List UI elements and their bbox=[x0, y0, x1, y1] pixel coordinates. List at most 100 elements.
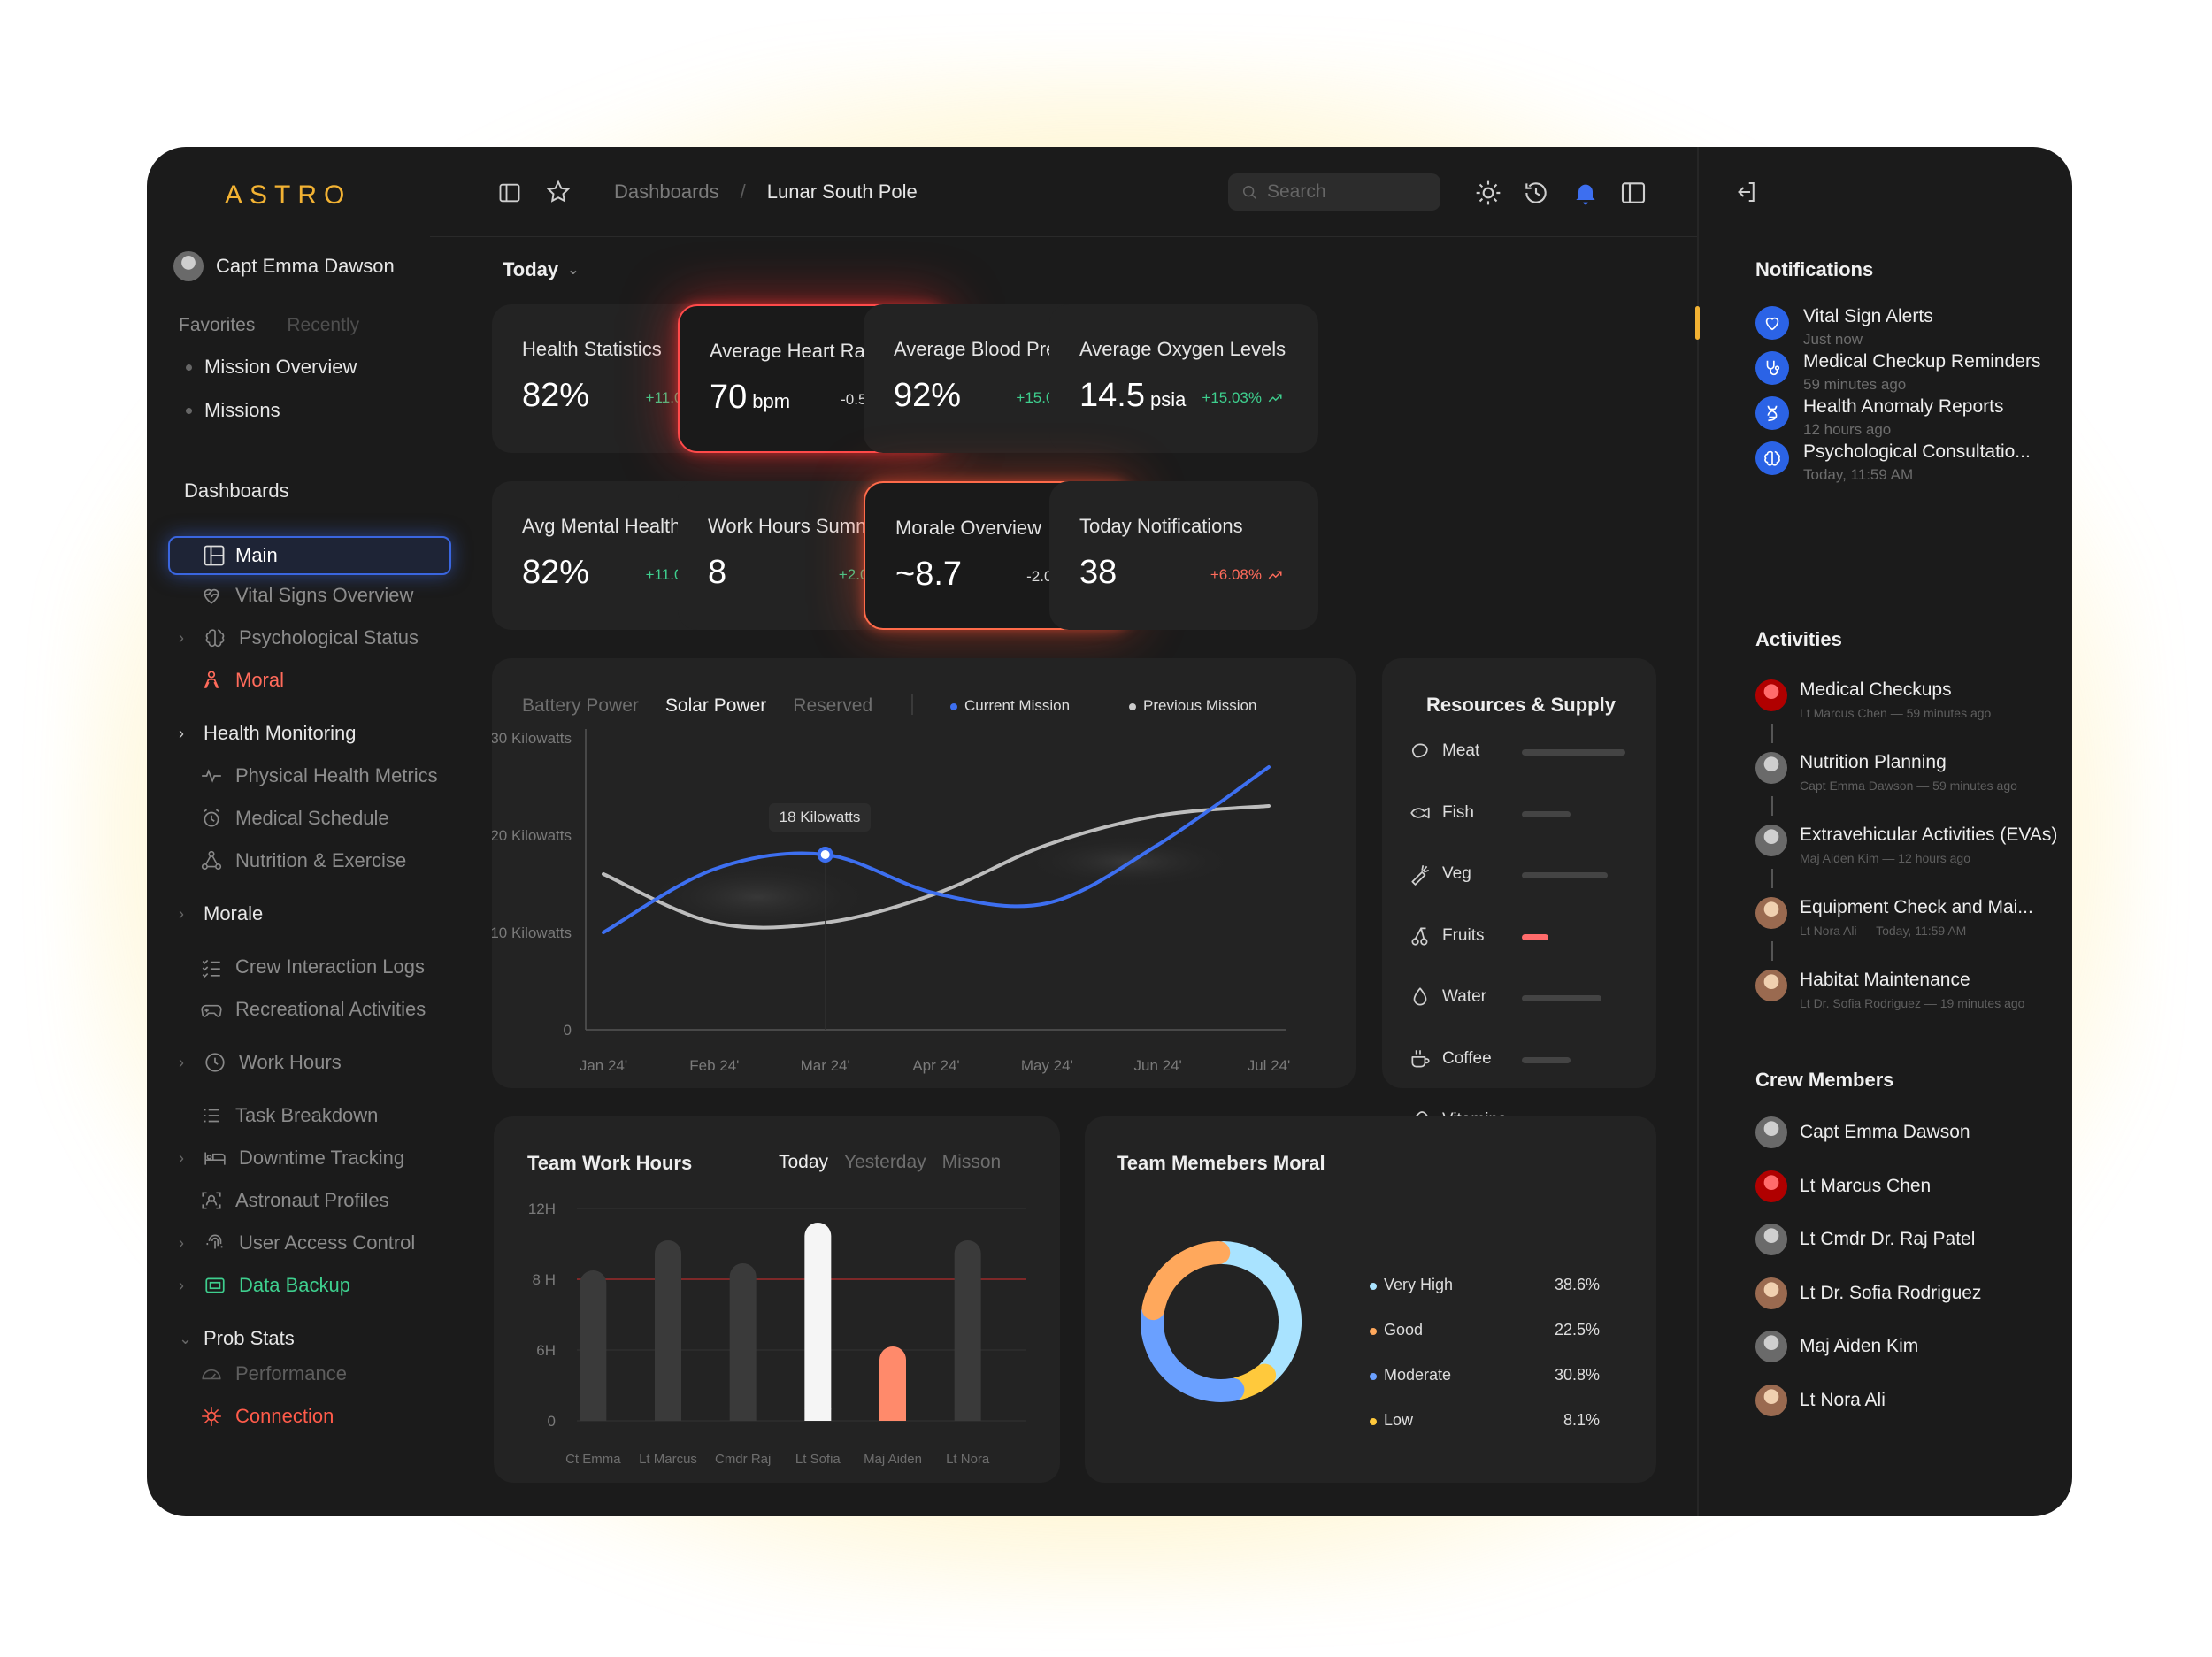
crew-member[interactable]: Lt Nora Ali bbox=[1755, 1384, 1886, 1416]
tab-battery-power[interactable]: Battery Power bbox=[522, 695, 639, 716]
bar[interactable] bbox=[879, 1346, 906, 1421]
x-tick-label: Jul 24' bbox=[1248, 1057, 1291, 1074]
bar[interactable] bbox=[954, 1240, 981, 1421]
notifications-title: Notifications bbox=[1755, 258, 1874, 280]
logout-icon-wrap[interactable] bbox=[1732, 179, 1759, 205]
activity-item[interactable]: Medical Checkups Lt Marcus Chen — 59 minu… bbox=[1755, 679, 1991, 720]
team-hours-bar-chart: 12H 8 H 6H 0 Ct Emma Lt Marcus Cmdr Raj Lt Sofi… bbox=[528, 1201, 1026, 1467]
y-tick-label: 12H bbox=[528, 1201, 556, 1217]
stat-card[interactable]: Today Notifications 38 +6.08% bbox=[1049, 481, 1318, 630]
legend-row: Moderate 30.8% bbox=[1370, 1366, 1600, 1385]
notification-item[interactable]: Medical Checkup Reminders 59 minutes ago bbox=[1755, 351, 2040, 394]
right-panel: Notifications Vital Sign Alerts Just now M… bbox=[1729, 147, 2072, 1516]
sidebar-item-physical-health[interactable]: Physical Health Metrics bbox=[200, 764, 438, 787]
sidebar-item-label: Performance bbox=[235, 1362, 347, 1385]
stat-delta-value: +6.08% bbox=[1210, 566, 1262, 583]
sidebar-toggle-icon[interactable] bbox=[497, 180, 522, 205]
notification-item[interactable]: Psychological Consultatio... Today, 11:59… bbox=[1755, 441, 2031, 484]
stat-value: 82% bbox=[522, 377, 589, 415]
bell-icon[interactable] bbox=[1571, 179, 1600, 207]
donut-slice[interactable] bbox=[1141, 1301, 1245, 1402]
sidebar-item-psychological[interactable]: › Psychological Status bbox=[179, 626, 419, 649]
sidebar-item-moral[interactable]: Moral bbox=[200, 669, 284, 692]
tab-yesterday[interactable]: Yesterday bbox=[844, 1152, 926, 1172]
date-filter-dropdown[interactable]: Today ⌄ bbox=[503, 258, 580, 281]
notification-item[interactable]: Vital Sign Alerts Just now bbox=[1755, 306, 1933, 349]
tab-today[interactable]: Today bbox=[779, 1152, 829, 1172]
crew-name: Lt Nora Ali bbox=[1800, 1389, 1886, 1410]
resource-level-bar bbox=[1522, 810, 1571, 817]
resources-panel: Resources & Supply Meat Fish Veg Fruits Wate… bbox=[1382, 658, 1656, 1129]
bar[interactable] bbox=[804, 1223, 832, 1421]
crew-member[interactable]: Capt Emma Dawson bbox=[1755, 1116, 1970, 1148]
sidebar-item-downtime[interactable]: › Downtime Tracking bbox=[179, 1147, 404, 1170]
activity-item[interactable]: Equipment Check and Mai... Lt Nora Ali — … bbox=[1755, 897, 2033, 938]
activity-item[interactable]: Habitat Maintenance Lt Dr. Sofia Rodrigue… bbox=[1755, 970, 2024, 1010]
sidebar-item-medical-schedule[interactable]: Medical Schedule bbox=[200, 807, 389, 830]
resource-level-bar bbox=[1522, 1056, 1571, 1063]
bar[interactable] bbox=[729, 1263, 757, 1421]
sidebar-group-morale[interactable]: › Morale bbox=[179, 902, 263, 925]
timeline-connector bbox=[1771, 941, 1773, 961]
search-input[interactable]: Search bbox=[1228, 173, 1440, 211]
activity-item[interactable]: Extravehicular Activities (EVAs) Maj Aide… bbox=[1755, 825, 2057, 865]
favorite-missions[interactable]: Missions bbox=[186, 399, 280, 422]
exit-icon[interactable] bbox=[1732, 179, 1759, 205]
layout-icon bbox=[204, 545, 225, 566]
notification-text: Medical Checkup Reminders 59 minutes ago bbox=[1803, 351, 2040, 394]
sidebar-item-data-backup[interactable]: › Data Backup bbox=[179, 1274, 350, 1297]
crew-member[interactable]: Lt Dr. Sofia Rodriguez bbox=[1755, 1277, 1981, 1309]
tab-mission[interactable]: Misson bbox=[941, 1152, 1002, 1172]
crew-member[interactable]: Lt Marcus Chen bbox=[1755, 1170, 1931, 1202]
avatar bbox=[1755, 1277, 1787, 1309]
stat-card[interactable]: Average Oxygen Levels 14.5 psia +15.03% bbox=[1049, 304, 1318, 453]
sidebar-group-prob-stats[interactable]: ⌄ Prob Stats bbox=[179, 1327, 295, 1350]
activity-item[interactable]: Nutrition Planning Capt Emma Dawson — 59 … bbox=[1755, 752, 2017, 793]
sidebar-item-crew-logs[interactable]: Crew Interaction Logs bbox=[200, 955, 425, 978]
donut-slice[interactable] bbox=[1211, 1241, 1302, 1385]
x-tick-label: Lt Marcus bbox=[639, 1452, 697, 1467]
tab-reserved[interactable]: Reserved bbox=[793, 695, 873, 716]
sidebar-item-access-control[interactable]: › User Access Control bbox=[179, 1231, 415, 1254]
date-filter-label: Today bbox=[503, 258, 559, 280]
molecule-icon bbox=[201, 850, 222, 871]
stat-number: ~8.7 bbox=[895, 556, 963, 593]
user-profile[interactable]: Capt Emma Dawson bbox=[173, 251, 395, 281]
app-window: ASTRO Capt Emma Dawson Favorites Recentl… bbox=[147, 147, 2072, 1516]
legend-label: Very High bbox=[1384, 1276, 1454, 1293]
focus-point[interactable] bbox=[817, 847, 833, 863]
sidebar-item-vital-signs[interactable]: Vital Signs Overview bbox=[200, 584, 413, 607]
scroll-indicator[interactable] bbox=[1695, 306, 1700, 340]
sidebar-item-work-hours[interactable]: › Work Hours bbox=[179, 1051, 342, 1074]
chevron-right-icon: › bbox=[179, 1148, 184, 1167]
sidebar-item-main[interactable]: Main bbox=[168, 536, 451, 575]
donut-slice[interactable] bbox=[1141, 1241, 1231, 1321]
tab-favorites[interactable]: Favorites bbox=[179, 315, 256, 335]
sidebar-group-health-monitoring[interactable]: › Health Monitoring bbox=[179, 722, 356, 745]
sidebar-item-connection[interactable]: Connection bbox=[200, 1405, 334, 1428]
panel-toggle-icon[interactable] bbox=[1619, 179, 1647, 207]
stat-value: 8 bbox=[708, 554, 726, 592]
bar[interactable] bbox=[580, 1270, 607, 1421]
sun-icon[interactable] bbox=[1474, 179, 1502, 207]
bar[interactable] bbox=[655, 1240, 681, 1421]
favorite-mission-overview[interactable]: Mission Overview bbox=[186, 356, 357, 379]
sidebar-item-performance[interactable]: Performance bbox=[200, 1362, 347, 1385]
activity-text: Extravehicular Activities (EVAs) Maj Aide… bbox=[1800, 825, 2057, 865]
star-icon[interactable] bbox=[545, 179, 572, 205]
history-icon[interactable] bbox=[1522, 179, 1550, 207]
sidebar-item-label: Psychological Status bbox=[239, 626, 419, 648]
notification-item[interactable]: Health Anomaly Reports 12 hours ago bbox=[1755, 396, 2003, 439]
activity-meta: Lt Nora Ali — Today, 11:59 AM bbox=[1800, 924, 1967, 938]
crew-member[interactable]: Maj Aiden Kim bbox=[1755, 1331, 1918, 1362]
notification-icon-badge bbox=[1755, 306, 1789, 340]
sidebar-item-task-breakdown[interactable]: Task Breakdown bbox=[200, 1104, 378, 1127]
tab-solar-power[interactable]: Solar Power bbox=[664, 695, 767, 716]
breadcrumb-dashboards[interactable]: Dashboards bbox=[614, 180, 719, 203]
sidebar-item-nutrition[interactable]: Nutrition & Exercise bbox=[200, 849, 406, 872]
sidebar-item-astronaut-profiles[interactable]: Astronaut Profiles bbox=[200, 1189, 389, 1212]
avatar bbox=[173, 251, 204, 281]
tab-recently[interactable]: Recently bbox=[287, 315, 360, 335]
sidebar-item-recreational[interactable]: Recreational Activities bbox=[200, 998, 426, 1021]
crew-member[interactable]: Lt Cmdr Dr. Raj Patel bbox=[1755, 1224, 1975, 1255]
